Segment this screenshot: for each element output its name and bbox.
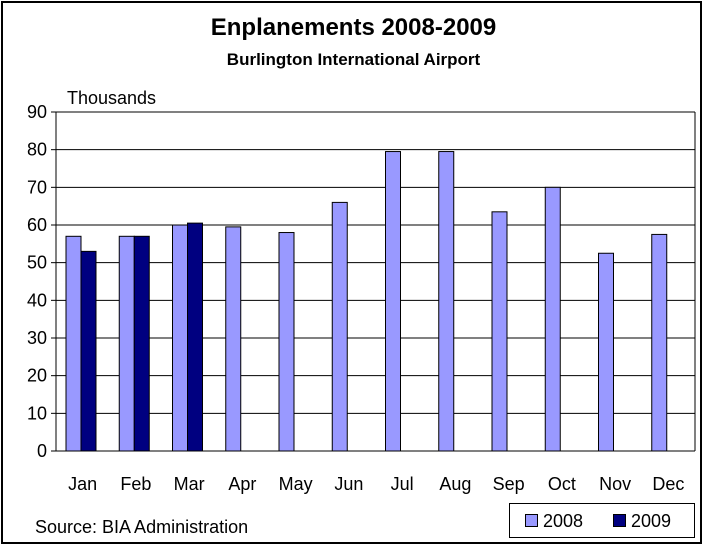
x-tick-label-Jul: Jul	[391, 474, 414, 494]
bar-2008-Feb	[118, 235, 135, 452]
axes	[51, 111, 696, 452]
bar-2008-May	[278, 232, 295, 452]
bar-2008-Apr	[225, 226, 242, 452]
y-tick-label-50: 50	[27, 253, 47, 273]
x-tick-label-Jan: Jan	[68, 474, 97, 494]
x-tick-label-Aug: Aug	[439, 474, 471, 494]
y-tick-label-40: 40	[27, 290, 47, 310]
y-tick-label-0: 0	[37, 441, 47, 461]
source-note: Source: BIA Administration	[35, 517, 249, 537]
chart-subtitle: Burlington International Airport	[226, 50, 481, 69]
y-tick-label-30: 30	[27, 328, 47, 348]
y-tick-label-70: 70	[27, 177, 47, 197]
chart-title: Enplanements 2008-2009	[210, 14, 497, 41]
y-axis-label: Thousands	[67, 88, 156, 108]
bar-2008-Jan	[65, 235, 82, 452]
bar-2008-Nov	[598, 252, 614, 452]
bar-2008-Jun	[331, 201, 348, 452]
bar-2008-Dec	[651, 233, 668, 452]
y-tick-label-10: 10	[27, 403, 47, 423]
x-tick-label-Mar: Mar	[174, 474, 205, 494]
x-tick-label-Oct: Oct	[548, 474, 576, 494]
y-tick-label-90: 90	[27, 102, 47, 122]
x-tick-label-Nov: Nov	[599, 474, 631, 494]
legend-item-2009: 2009	[613, 510, 671, 532]
bar-2008-Aug	[438, 151, 455, 452]
bar-2008-Jul	[385, 151, 401, 452]
x-tick-label-Dec: Dec	[652, 474, 684, 494]
legend-label-2009: 2009	[631, 511, 672, 531]
y-tick-label-80: 80	[27, 140, 47, 160]
x-tick-label-Jun: Jun	[334, 474, 363, 494]
bar-2008-Sep	[491, 211, 508, 452]
bar-2009-Mar	[187, 222, 203, 452]
legend: 2008 2009	[509, 503, 695, 538]
x-tick-labels: Jan Feb Mar Apr May Jun Jul Aug Sep Oct Nov Dec	[68, 474, 684, 494]
x-tick-label-Feb: Feb	[120, 474, 151, 494]
legend-label-2008: 2008	[543, 511, 584, 531]
bar-2008-Oct	[544, 186, 561, 452]
legend-swatch-2008	[525, 513, 538, 527]
x-tick-label-Sep: Sep	[493, 474, 525, 494]
y-tick-label-20: 20	[27, 366, 47, 386]
x-tick-label-Apr: Apr	[228, 474, 256, 494]
y-tick-label-60: 60	[27, 215, 47, 235]
legend-item-2008: 2008	[525, 510, 583, 532]
bar-2008-Mar	[172, 224, 188, 452]
bar-2009-Jan	[80, 250, 97, 452]
y-tick-labels: 0 10 20 30 40 50 60 70 80 90	[27, 102, 47, 461]
gridlines	[56, 111, 695, 414]
bar-2009-Feb	[133, 235, 150, 452]
legend-swatch-2009	[613, 513, 626, 527]
bars	[65, 151, 668, 452]
x-tick-label-May: May	[279, 474, 313, 494]
